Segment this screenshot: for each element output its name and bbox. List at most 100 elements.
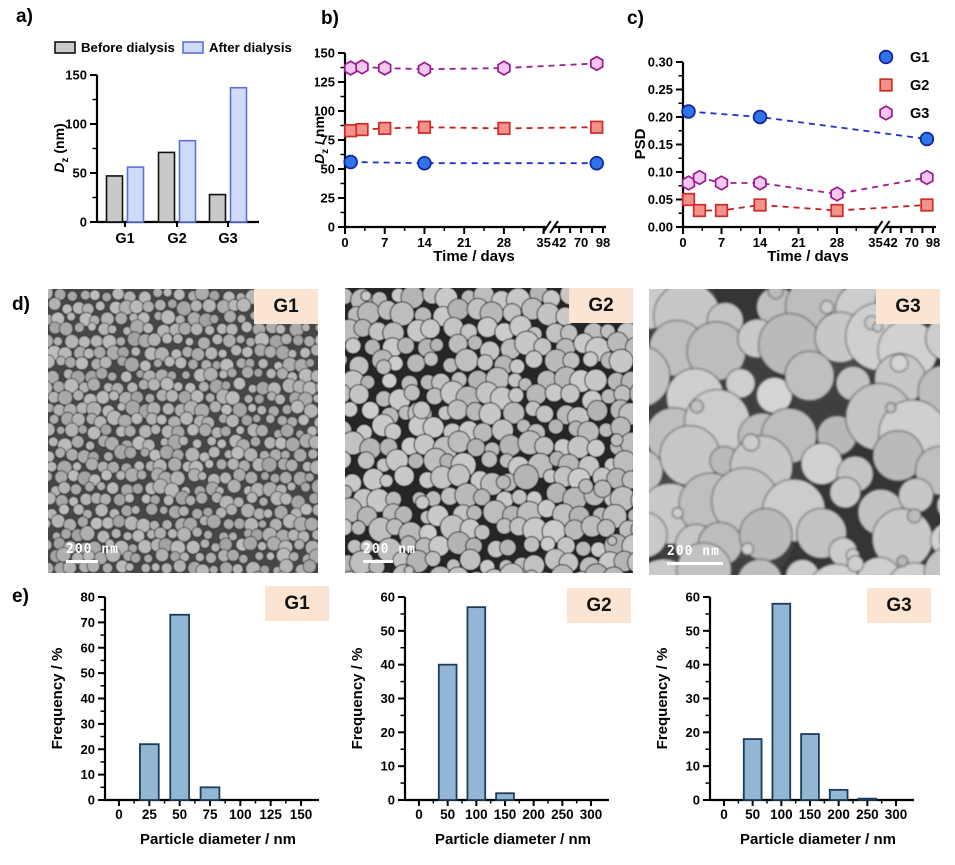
svg-text:10: 10 (686, 759, 700, 774)
svg-text:50: 50 (381, 623, 395, 638)
bar-before-dialysis-g1 (105, 175, 124, 223)
hist-bar-150 (800, 733, 820, 801)
series-g3 (681, 169, 934, 202)
svg-text:70: 70 (574, 235, 588, 250)
svg-text:14: 14 (417, 235, 432, 250)
scalebar-g1: 200 nm (66, 542, 119, 563)
tem-label-g2: G2 (569, 288, 633, 323)
legend: Before dialysis After dialysis (54, 40, 292, 55)
svg-text:21: 21 (791, 235, 805, 250)
svg-text:40: 40 (81, 691, 95, 706)
bar-before-dialysis-g2 (157, 151, 176, 223)
svg-text:100: 100 (315, 104, 335, 119)
svg-text:Frequency / %: Frequency / % (654, 648, 671, 750)
bars (742, 602, 878, 801)
svg-text:Dz / nm: Dz / nm (315, 116, 331, 164)
series-g2 (681, 192, 934, 218)
svg-text:60: 60 (381, 590, 395, 605)
svg-text:42: 42 (552, 235, 566, 250)
scalebar-text-g1: 200 nm (66, 542, 119, 557)
tem-image-g1: 200 nm G1 (48, 289, 318, 573)
svg-text:PSD: PSD (632, 128, 649, 159)
svg-text:Dz (nm): Dz (nm) (51, 123, 71, 172)
svg-text:35: 35 (868, 235, 882, 250)
svg-text:70: 70 (81, 615, 95, 630)
svg-text:0.00: 0.00 (648, 220, 673, 235)
line-chart-svg: 0.00 0.05 0.10 0.15 0.20 0.25 0.30 0 7 14 21 28 35 42… (632, 49, 941, 262)
svg-text:7: 7 (381, 235, 388, 250)
tem-label-g1: G1 (254, 289, 318, 324)
svg-text:0: 0 (80, 215, 87, 230)
svg-text:40: 40 (686, 657, 700, 672)
svg-text:21: 21 (457, 235, 471, 250)
svg-text:42: 42 (883, 235, 897, 250)
svg-text:7: 7 (718, 235, 725, 250)
svg-text:20: 20 (686, 725, 700, 740)
series-g1 (343, 154, 604, 171)
panel-label-b: b) (321, 8, 339, 29)
panel-c-line-chart: 0.00 0.05 0.10 0.15 0.20 0.25 0.30 0 7 14 21 28 35 42… (628, 0, 955, 262)
svg-text:25: 25 (321, 191, 335, 206)
tem-micrograph-g3 (649, 289, 940, 575)
svg-text:250: 250 (856, 807, 879, 822)
svg-text:28: 28 (830, 235, 844, 250)
svg-text:300: 300 (580, 807, 603, 822)
axes: 0 10 20 30 40 50 60 0 50 100 150 200 250 300 (381, 590, 609, 822)
svg-text:Time / days: Time / days (767, 248, 848, 262)
hist-label-g3: G3 (867, 588, 931, 623)
panel-e-histogram-g2: 0 10 20 30 40 50 60 0 50 100 150 200 250 300 Particle … (335, 583, 640, 865)
svg-text:30: 30 (81, 716, 95, 731)
svg-text:G3: G3 (218, 231, 237, 247)
legend: G1 G2 G3 (878, 49, 929, 122)
svg-text:50: 50 (440, 807, 455, 822)
svg-text:100: 100 (770, 807, 793, 822)
svg-text:Frequency / %: Frequency / % (349, 648, 366, 750)
svg-text:60: 60 (686, 590, 700, 605)
histogram-svg: 0 10 20 30 40 50 60 70 80 0 25 50 75 100 125 150 Particl… (49, 590, 319, 848)
svg-text:200: 200 (522, 807, 545, 822)
bar-after-dialysis-g2 (178, 139, 197, 223)
hist-bar-75 (199, 786, 221, 801)
svg-text:0: 0 (679, 235, 686, 250)
svg-text:70: 70 (905, 235, 919, 250)
svg-text:50: 50 (686, 623, 700, 638)
svg-text:0.15: 0.15 (648, 137, 673, 152)
scalebar-text-g3: 200 nm (667, 544, 720, 559)
svg-text:35: 35 (536, 235, 550, 250)
tem-image-g3: 200 nm G3 (649, 289, 940, 575)
svg-text:60: 60 (81, 640, 95, 655)
hist-bar-50 (437, 663, 458, 801)
svg-text:100: 100 (465, 807, 488, 822)
svg-text:50: 50 (81, 666, 95, 681)
hist-bar-200 (828, 788, 849, 801)
svg-text:28: 28 (497, 235, 511, 250)
bars (105, 86, 248, 223)
svg-text:25: 25 (142, 807, 158, 822)
series-g1 (681, 104, 935, 147)
hist-bar-100 (771, 602, 792, 801)
svg-text:10: 10 (381, 759, 395, 774)
svg-text:0: 0 (415, 807, 423, 822)
svg-text:0.30: 0.30 (648, 55, 673, 70)
svg-text:30: 30 (381, 691, 395, 706)
svg-text:0: 0 (341, 235, 348, 250)
hist-bar-250 (857, 797, 878, 801)
bars (437, 606, 515, 801)
svg-text:0.25: 0.25 (648, 82, 673, 97)
svg-text:0: 0 (720, 807, 728, 822)
line-chart-svg: 0 25 50 75 100 125 150 0 7 14 21 28 35 42 70 98 Time / d… (315, 46, 610, 263)
svg-text:75: 75 (321, 133, 335, 148)
panel-b-line-chart: 0 25 50 75 100 125 150 0 7 14 21 28 35 42 70 98 Time / d… (315, 0, 645, 263)
axes: 0 10 20 30 40 50 60 70 80 0 25 50 75 100 125 150 (81, 590, 319, 822)
tem-label-g3: G3 (876, 289, 940, 324)
svg-text:20: 20 (381, 725, 395, 740)
axes: 0.00 0.05 0.10 0.15 0.20 0.25 0.30 0 7 14 21 28 35 42… (648, 55, 941, 251)
hist-bar-100 (466, 606, 487, 801)
svg-text:150: 150 (799, 807, 822, 822)
series-g3 (343, 55, 604, 78)
svg-text:G2: G2 (910, 78, 929, 94)
svg-text:Frequency / %: Frequency / % (49, 648, 66, 750)
histogram-svg: 0 10 20 30 40 50 60 0 50 100 150 200 250 300 Particle … (349, 590, 609, 848)
panel-label-a: a) (16, 6, 33, 27)
svg-text:98: 98 (596, 235, 610, 250)
